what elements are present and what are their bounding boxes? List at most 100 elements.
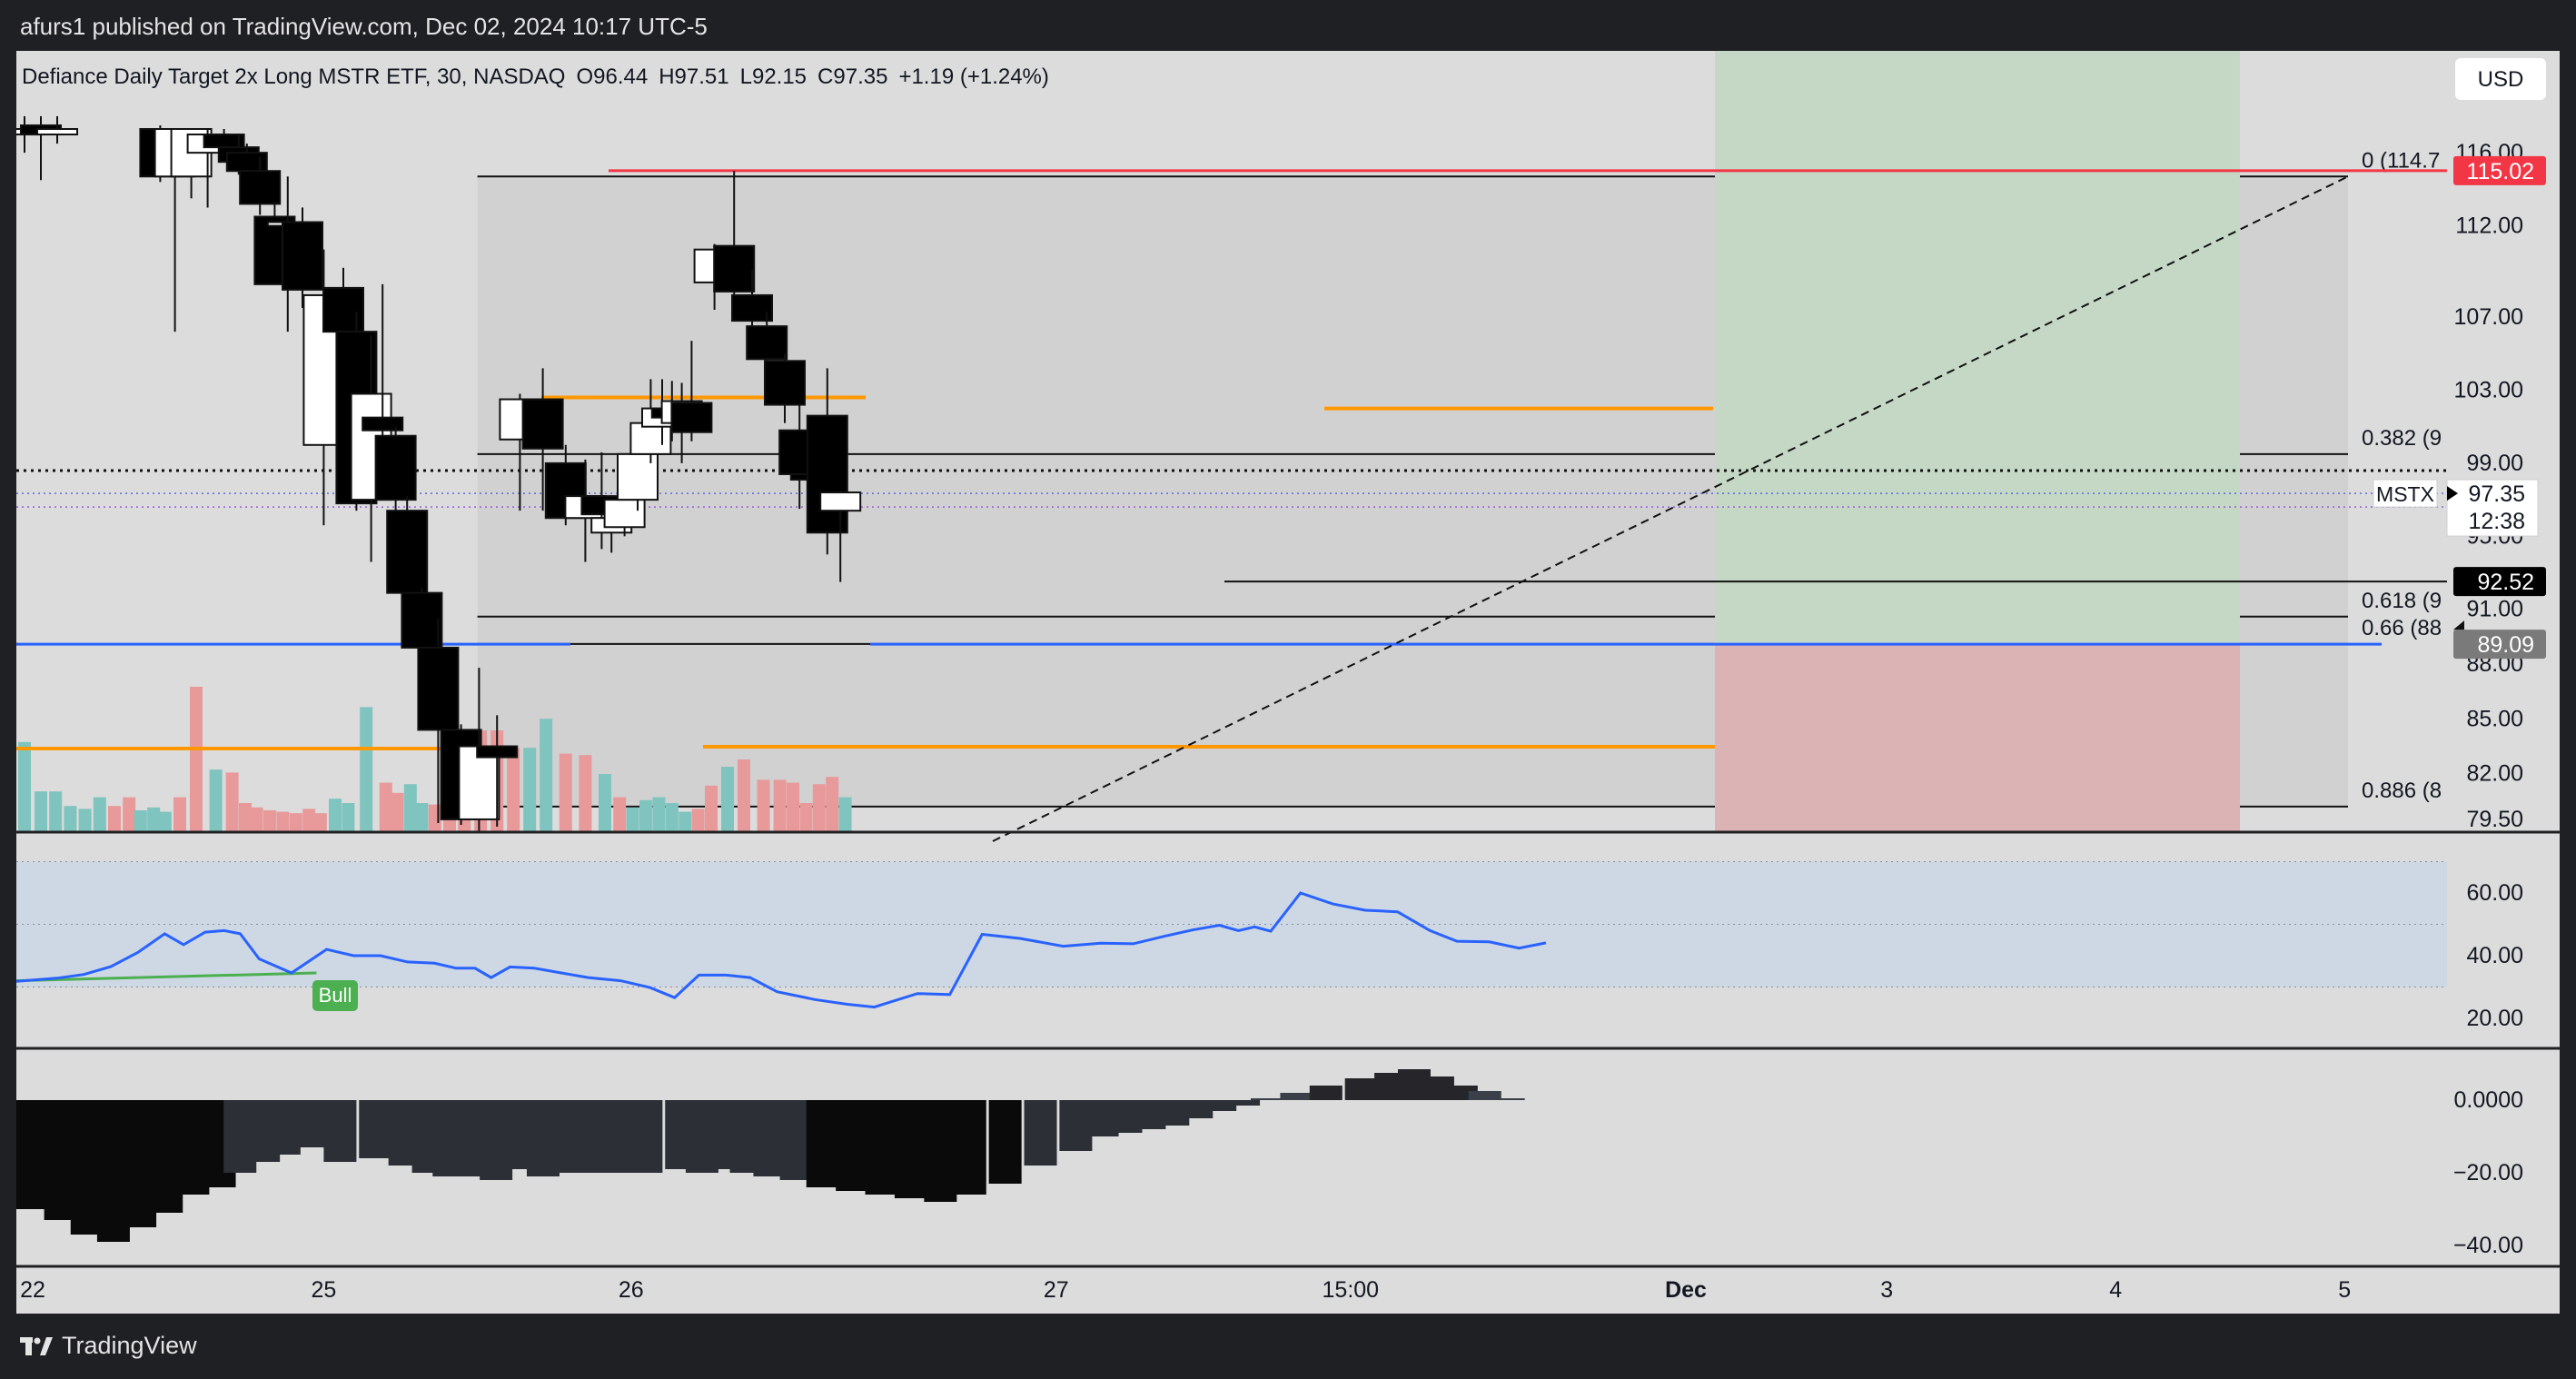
- candle-body[interactable]: [417, 646, 460, 731]
- macd-bar: [894, 1100, 927, 1198]
- rsi-tick-label: 20.00: [2466, 1006, 2523, 1031]
- brand-name: TradingView: [62, 1332, 197, 1359]
- volume-bar: [415, 803, 429, 832]
- macd-tick-label: 0.0000: [2454, 1087, 2523, 1113]
- volume-bar: [147, 807, 161, 832]
- publisher-caption: afurs1 published on TradingView.com, Dec…: [20, 13, 708, 40]
- time-tick-label: 26: [619, 1277, 644, 1303]
- volume-bar: [35, 791, 47, 832]
- volume-bar: [838, 797, 852, 832]
- volume-bar: [826, 777, 839, 832]
- top-bar: afurs1 published on TradingView.com, Dec…: [0, 0, 2576, 51]
- price-badge-label: 115.02: [2466, 159, 2534, 184]
- rsi-divergence-line: [15, 971, 317, 983]
- candle-body[interactable]: [713, 244, 756, 293]
- legend-l_label: L: [740, 64, 752, 89]
- volume-bar: [173, 797, 186, 832]
- candle-body[interactable]: [401, 591, 443, 649]
- volume-bar: [289, 813, 302, 832]
- macd-bar: [924, 1100, 957, 1202]
- price-axis[interactable]: 116.00112.00107.00103.0099.0095.0091.008…: [2373, 51, 2560, 1314]
- time-tick-label: 22: [20, 1277, 45, 1303]
- candle-body[interactable]: [764, 360, 806, 406]
- volume-bar: [263, 810, 276, 832]
- current-price-badge: [2446, 479, 2539, 537]
- time-tick-label: 15:00: [1323, 1277, 1380, 1303]
- volume-bar: [738, 759, 750, 832]
- price-tick-label: 85.00: [2466, 706, 2523, 731]
- legend-change: +1.19 (+1.24%): [898, 64, 1048, 89]
- candle-body[interactable]: [386, 510, 429, 594]
- macd-pane[interactable]: 0.0000 −20.00 −40.00: [15, 1069, 2523, 1258]
- price-tick-label: 79.50: [2466, 807, 2523, 832]
- volume-bar: [123, 797, 136, 832]
- candlestick-series: [4, 115, 862, 832]
- current-price-value: 97.35: [2468, 481, 2525, 507]
- volume-bar: [379, 782, 392, 832]
- volume-bar: [428, 804, 441, 832]
- volume-bar: [691, 809, 705, 832]
- legend-l_value: 92.15: [752, 64, 807, 89]
- volume-bar: [639, 799, 652, 832]
- macd-bar: [1024, 1100, 1057, 1166]
- legend-o_label: O: [576, 64, 593, 89]
- fib-level-label: 0.618 (9: [2362, 589, 2442, 613]
- position-target-zone: [1715, 51, 2240, 645]
- currency-button-bg[interactable]: [2455, 58, 2546, 100]
- legend-c_value: 97.35: [833, 64, 887, 89]
- volume-bar: [679, 811, 692, 832]
- alert-arrow-icon: [2453, 620, 2464, 630]
- legend-h_value: 97.51: [675, 64, 729, 89]
- macd-bar: [1309, 1086, 1342, 1100]
- volume-bar: [225, 772, 239, 832]
- chart-svg[interactable]: 0 (114.7 0.382 (9 0.618 (9 0.66 (88 0.886 (8…: [4, 51, 2560, 1314]
- candle-body[interactable]: [629, 422, 672, 455]
- candle-body[interactable]: [670, 402, 713, 433]
- time-axis[interactable]: 22 25 26 27 15:00 Dec 3 4 5: [20, 1277, 2351, 1303]
- bottom-bar: [0, 1314, 2576, 1379]
- time-tick-label: 25: [311, 1277, 336, 1303]
- chart-area[interactable]: 0 (114.7 0.382 (9 0.618 (9 0.66 (88 0.886 (8…: [4, 51, 2560, 1314]
- volume-bar: [626, 807, 639, 832]
- volume-bar: [579, 755, 592, 832]
- bull-badge: [312, 979, 358, 1011]
- candle-body[interactable]: [239, 170, 282, 205]
- chart-legend: Defiance Daily Target 2x Long MSTR ETF, …: [22, 64, 1049, 89]
- price-badge-label: 92.52: [2477, 570, 2534, 595]
- candle-body[interactable]: [36, 128, 78, 136]
- candle-body[interactable]: [476, 745, 519, 759]
- volume-bar: [613, 797, 627, 832]
- price-axis-background: [2447, 51, 2560, 1314]
- candle-body[interactable]: [458, 745, 500, 820]
- price-badge-black: [2453, 567, 2546, 597]
- fib-level-label: 0 (114.7: [2362, 148, 2440, 173]
- volume-bar: [721, 767, 734, 832]
- macd-bar: [865, 1100, 898, 1195]
- volume-bar: [540, 719, 553, 832]
- volume-bar: [799, 803, 813, 832]
- macd-bar: [806, 1100, 839, 1187]
- volume-bar: [652, 797, 666, 832]
- price-tick-label: 82.00: [2466, 761, 2523, 787]
- candle-body[interactable]: [746, 325, 788, 361]
- volume-bar: [773, 779, 787, 832]
- volume-bar: [190, 687, 203, 832]
- tradingview-logo[interactable]: TradingView: [20, 1332, 197, 1360]
- currency-button[interactable]: USD: [2455, 58, 2546, 100]
- candle-body[interactable]: [374, 434, 417, 501]
- candle-body[interactable]: [282, 221, 323, 291]
- price-tick-label: 107.00: [2454, 304, 2523, 330]
- rsi-pane[interactable]: Bull 60.00 40.00 20.00: [15, 861, 2523, 1032]
- time-tick-label: 4: [2109, 1277, 2122, 1303]
- price-tick-label: 112.00: [2455, 213, 2523, 239]
- fib-level-label: 0.66 (88: [2362, 616, 2442, 640]
- rsi-line: [15, 891, 1547, 1009]
- bull-label: Bull: [319, 984, 352, 1007]
- candle-body[interactable]: [521, 398, 564, 450]
- tradingview-logo-icon: [20, 1336, 53, 1355]
- candle-body[interactable]: [819, 491, 862, 512]
- candle-body[interactable]: [731, 293, 773, 322]
- macd-tick-label: −20.00: [2453, 1160, 2523, 1186]
- volume-bar: [64, 806, 77, 832]
- candle-body[interactable]: [362, 416, 404, 432]
